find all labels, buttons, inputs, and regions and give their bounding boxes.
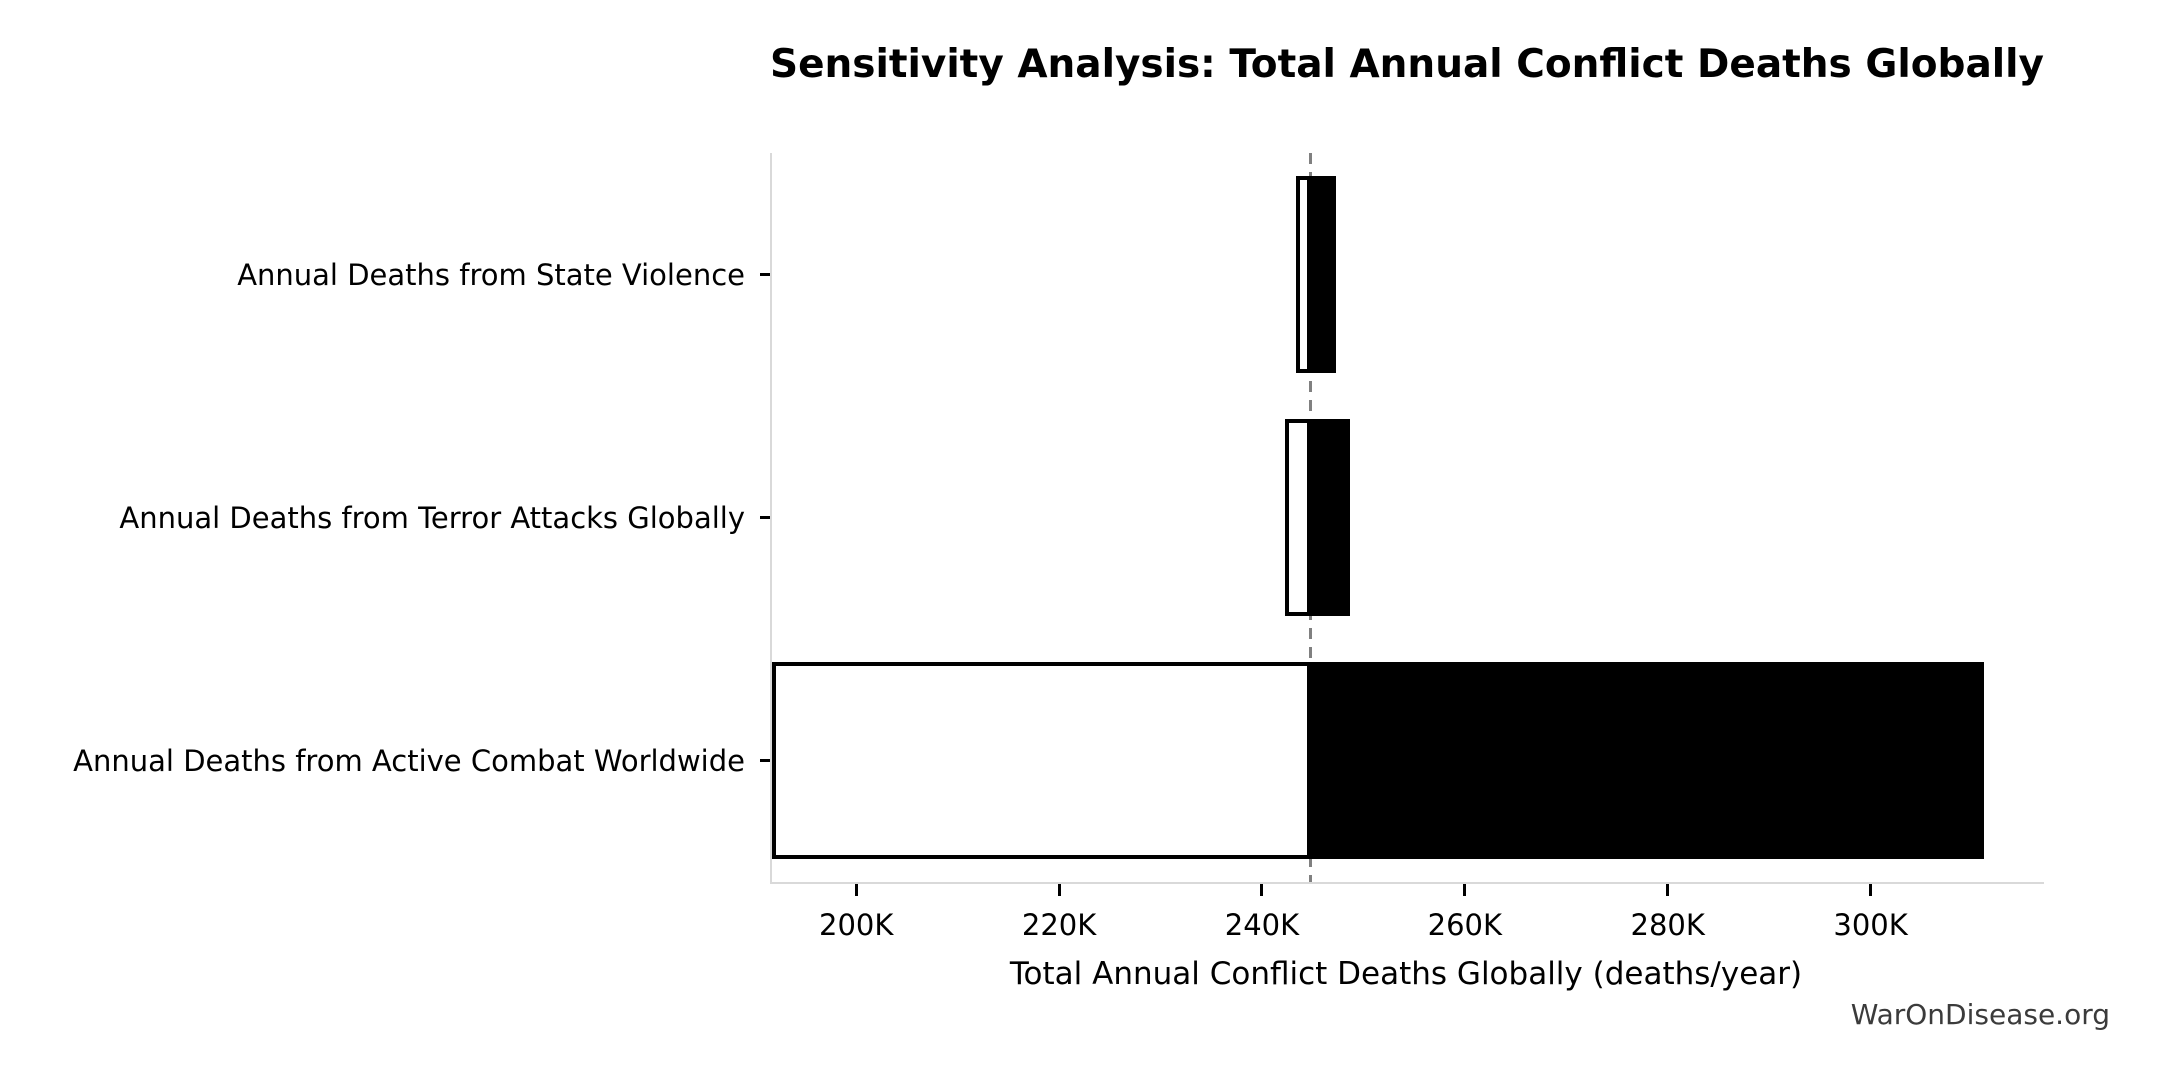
tornado-bar-high <box>1310 419 1351 616</box>
y-axis-tick <box>760 516 770 519</box>
chart-title: Sensitivity Analysis: Total Annual Confl… <box>770 42 2044 87</box>
x-tick-label: 220K <box>1021 908 1097 942</box>
plot-area <box>760 153 2044 884</box>
x-axis-tick <box>1057 884 1061 896</box>
x-tick-label: 260K <box>1427 908 1503 942</box>
tornado-bar-high <box>1310 662 1985 859</box>
y-category-label: Annual Deaths from Terror Attacks Global… <box>119 500 745 535</box>
y-axis-tick <box>760 273 770 276</box>
y-category-label: Annual Deaths from State Violence <box>237 257 745 292</box>
y-category-label: Annual Deaths from Active Combat Worldwi… <box>73 743 745 778</box>
x-tick-label: 300K <box>1833 908 1908 942</box>
x-tick-label: 240K <box>1224 908 1300 942</box>
x-axis-tick <box>854 884 858 896</box>
y-axis-tick <box>760 759 770 762</box>
x-axis-tick <box>1666 884 1670 896</box>
x-tick-label: 280K <box>1630 908 1705 942</box>
x-tick-label: 200K <box>819 908 894 942</box>
x-axis-tick <box>1463 884 1467 896</box>
x-axis-tick <box>1869 884 1873 896</box>
x-axis-label: Total Annual Conflict Deaths Globally (d… <box>1009 956 1803 992</box>
tornado-bar-high <box>1310 176 1337 373</box>
watermark-text: WarOnDisease.org <box>1850 998 2110 1031</box>
tornado-bar-low <box>772 662 1311 859</box>
tornado-bar-low <box>1295 176 1311 373</box>
tornado-bar-low <box>1284 419 1311 616</box>
x-axis-tick <box>1260 884 1264 896</box>
